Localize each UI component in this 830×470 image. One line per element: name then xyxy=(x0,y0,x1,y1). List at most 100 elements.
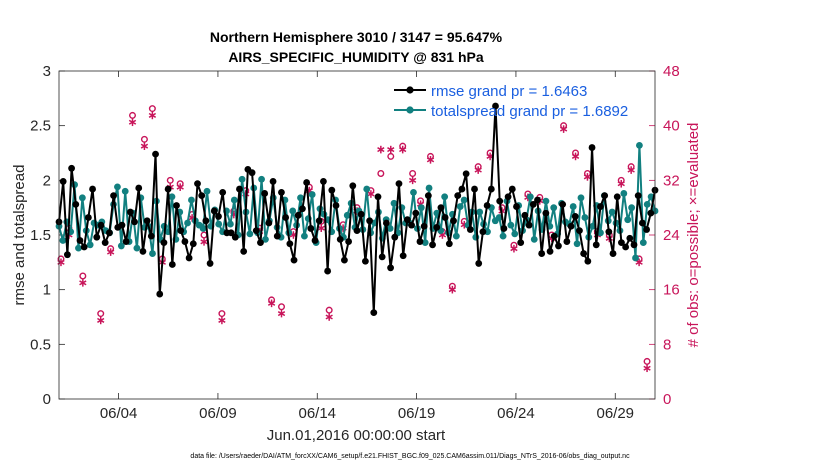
totalspread-point xyxy=(495,214,503,221)
rmse-point xyxy=(622,243,630,251)
rmse-point xyxy=(529,200,537,208)
rmse-point xyxy=(634,192,642,200)
y-right-tick-label: 16 xyxy=(663,282,680,299)
y-axis-label-left: rmse and totalspread xyxy=(11,165,28,306)
rmse-point xyxy=(311,237,319,244)
rmse-point xyxy=(135,184,143,192)
rmse-point xyxy=(269,178,277,185)
rmse-point xyxy=(412,209,420,217)
rmse-point xyxy=(282,214,290,221)
rmse-point xyxy=(194,180,201,188)
totalspread-point xyxy=(425,184,433,192)
obs-evaluated-point xyxy=(200,238,208,246)
totalspread-point xyxy=(421,239,429,247)
y-left-tick-label: 0.5 xyxy=(30,336,51,353)
rmse-point xyxy=(122,238,130,245)
totalspread-point xyxy=(628,204,636,212)
rmse-point xyxy=(378,253,386,261)
rmse-point xyxy=(605,228,613,236)
rmse-point xyxy=(576,227,583,235)
totalspread-point xyxy=(452,232,460,240)
obs-evaluated-point xyxy=(277,309,286,318)
x-tick-label: 06/29 xyxy=(596,405,634,422)
rmse-point xyxy=(257,239,264,247)
totalspread-point xyxy=(188,196,195,204)
rmse-point xyxy=(487,185,495,193)
rmse-point xyxy=(647,209,655,217)
rmse-point xyxy=(618,239,625,247)
totalspread-point xyxy=(238,175,246,183)
obs-evaluated-point xyxy=(627,166,635,174)
y-right-tick-label: 0 xyxy=(663,391,671,408)
obs-evaluated-point xyxy=(426,156,435,164)
rmse-point xyxy=(126,208,134,216)
totalspread-point xyxy=(215,220,223,228)
rmse-point xyxy=(391,233,399,241)
totalspread-point xyxy=(632,254,639,262)
rmse-point xyxy=(483,202,491,209)
rmse-point xyxy=(315,217,323,225)
totalspread-point xyxy=(133,244,141,252)
rmse-point xyxy=(332,202,340,209)
rmse-point xyxy=(441,214,449,221)
rmse-point xyxy=(139,248,147,255)
totalspread-point xyxy=(308,191,316,198)
x-tick-labels: 06/04 06/09 06/14 06/19 06/24 06/29 xyxy=(100,405,634,422)
totalspread-point xyxy=(620,190,628,197)
obs-evaluated-point xyxy=(267,299,276,308)
rmse-point xyxy=(93,233,101,241)
rmse-point xyxy=(450,217,457,225)
rmse-point xyxy=(433,223,441,231)
obs-evaluated-point xyxy=(218,316,226,325)
totalspread-point xyxy=(343,211,351,219)
rmse-point xyxy=(261,190,269,197)
totalspread-point xyxy=(597,229,604,237)
totalspread-point xyxy=(114,183,121,191)
rmse-point xyxy=(525,221,533,229)
obs-evaluated-point xyxy=(79,279,87,287)
totalspread-point xyxy=(363,185,371,193)
rmse-point xyxy=(429,241,436,249)
rmse-point xyxy=(307,225,315,232)
rmse-point xyxy=(403,216,411,224)
obs-possible-point xyxy=(377,169,385,177)
x-tick-label: 06/09 xyxy=(199,405,237,422)
legend-spread-marker xyxy=(406,106,414,114)
y-right-tick-label: 32 xyxy=(663,172,680,189)
totalspread-point xyxy=(542,197,550,205)
totalspread-point xyxy=(476,208,484,216)
totalspread-point xyxy=(117,242,125,250)
rmse-point xyxy=(609,250,617,257)
rmse-point xyxy=(299,205,306,213)
y-left-tick-label: 1.5 xyxy=(30,227,51,244)
obs-evaluated-point xyxy=(510,244,518,253)
chart-title-line1: Northern Hemisphere 3010 / 3147 = 95.647… xyxy=(210,29,503,45)
obs-evaluated-point xyxy=(408,176,417,185)
obs-evaluated-point xyxy=(325,313,333,321)
y-left-tick-label: 2.5 xyxy=(30,118,51,135)
obs-evaluated-point xyxy=(148,111,157,120)
rmse-point xyxy=(508,185,516,193)
rmse-point xyxy=(303,179,311,186)
totalspread-point xyxy=(390,199,398,207)
obs-evaluated-point xyxy=(448,285,457,294)
data-file-footnote: data file: /Users/raeder/DAI/ATM_forcXX/… xyxy=(190,453,630,460)
rmse-point xyxy=(97,221,105,229)
rmse-point xyxy=(454,192,462,200)
rmse-point xyxy=(382,219,390,227)
obs-evaluated-point xyxy=(617,179,625,188)
x-tick-label: 06/24 xyxy=(497,405,535,422)
totalspread-point xyxy=(569,203,577,210)
rmse-point xyxy=(181,238,189,245)
rmse-point xyxy=(324,267,332,275)
obs-evaluated-point xyxy=(97,316,105,325)
rmse-point xyxy=(131,218,138,226)
totalspread-point xyxy=(511,230,519,238)
rmse-point xyxy=(597,203,604,210)
rmse-point xyxy=(89,185,96,193)
rmse-point xyxy=(479,228,487,236)
rmse-point xyxy=(513,203,520,210)
totalspread-point xyxy=(386,225,394,232)
rmse-point xyxy=(227,229,235,237)
